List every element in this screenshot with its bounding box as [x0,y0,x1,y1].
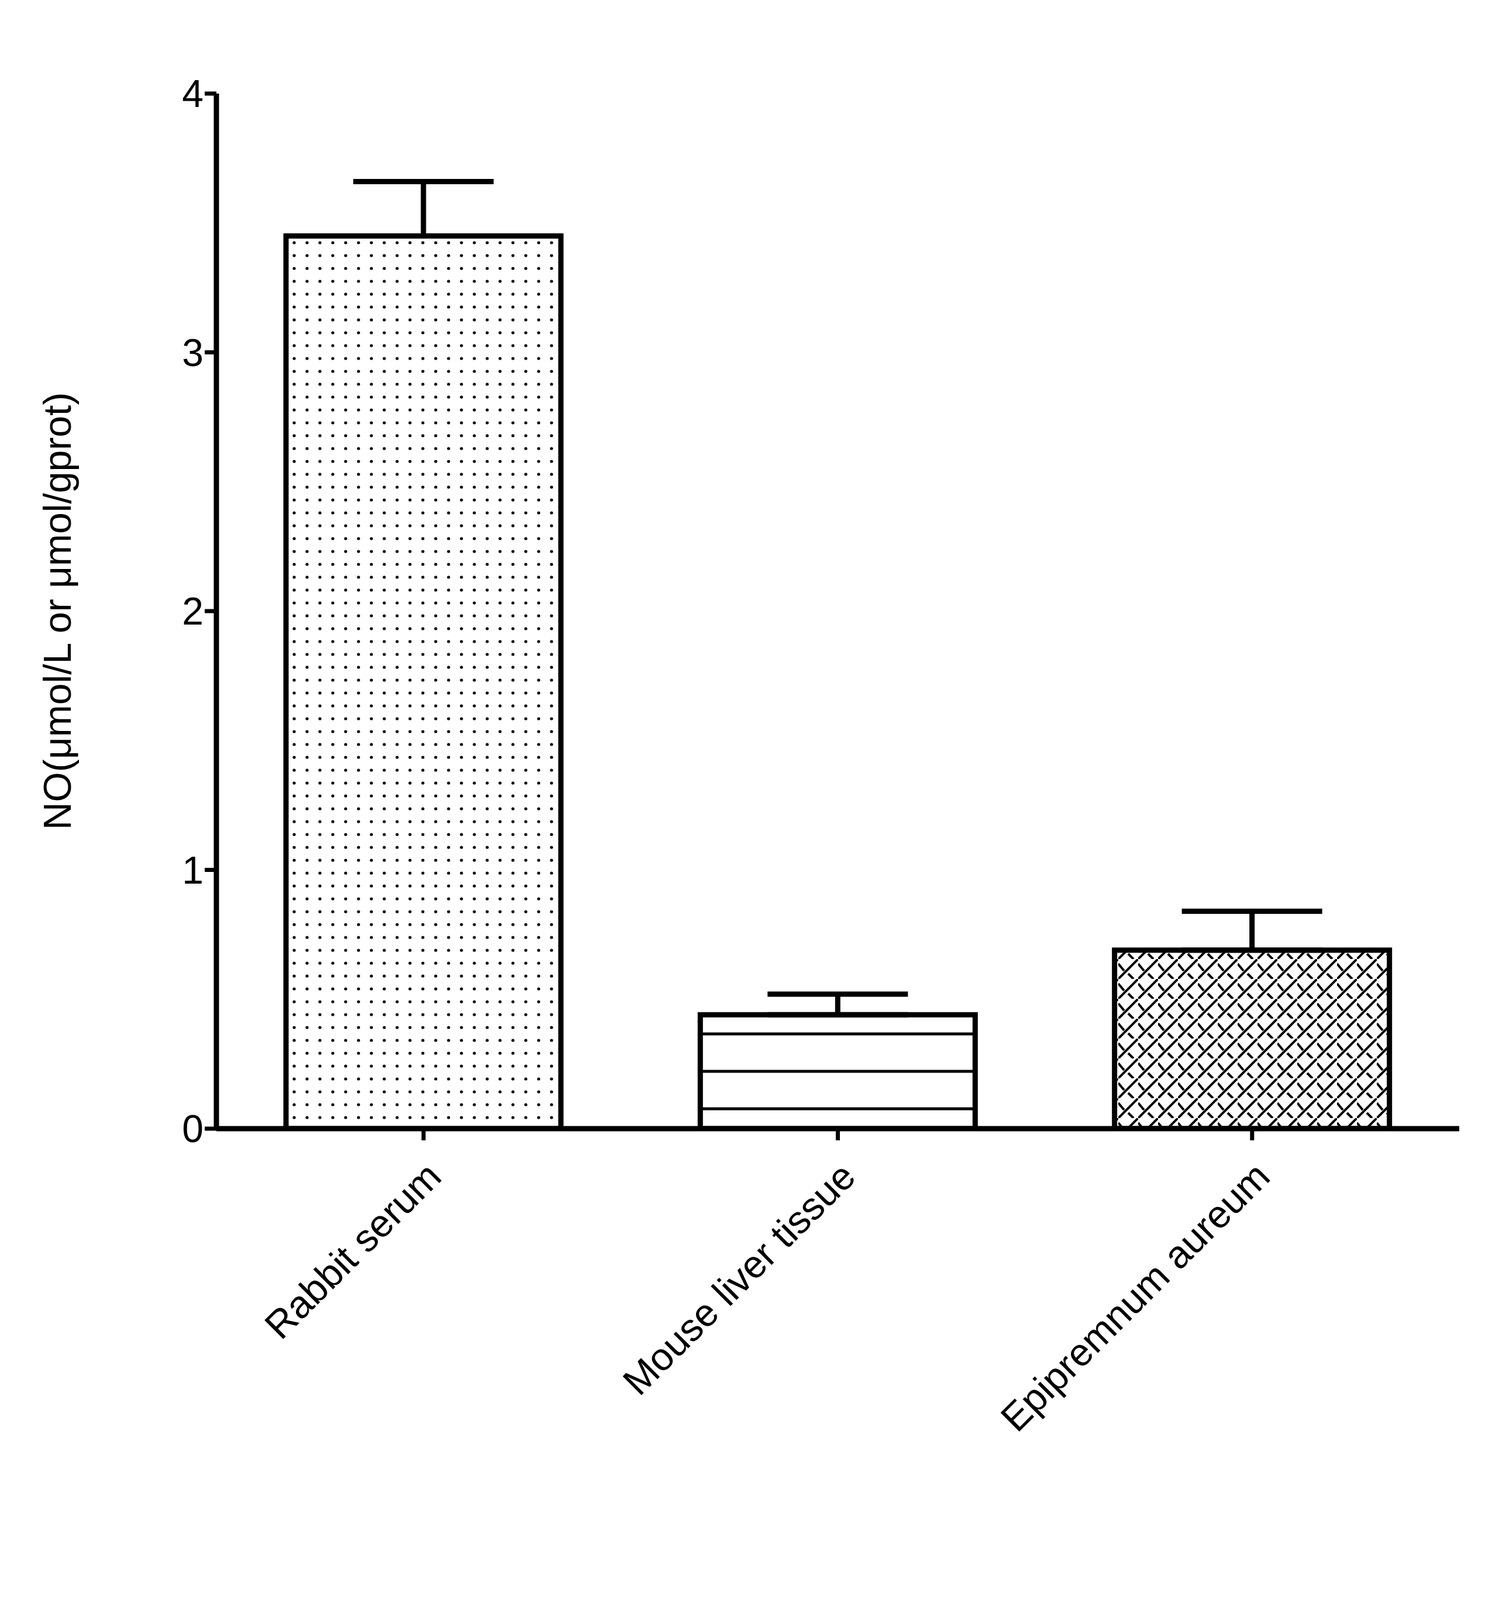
svg-text:Epipremnum aureum: Epipremnum aureum [992,1154,1278,1440]
svg-text:Mouse liver tissue: Mouse liver tissue [614,1154,864,1404]
svg-text:Rabbit serum: Rabbit serum [256,1154,450,1348]
svg-text:2: 2 [181,589,204,633]
svg-text:NO(μmol/L or μmol/gprot): NO(μmol/L or μmol/gprot) [35,392,79,830]
svg-text:1: 1 [181,848,204,892]
svg-text:0: 0 [181,1107,204,1151]
svg-text:3: 3 [181,331,204,375]
svg-text:4: 4 [181,71,204,116]
